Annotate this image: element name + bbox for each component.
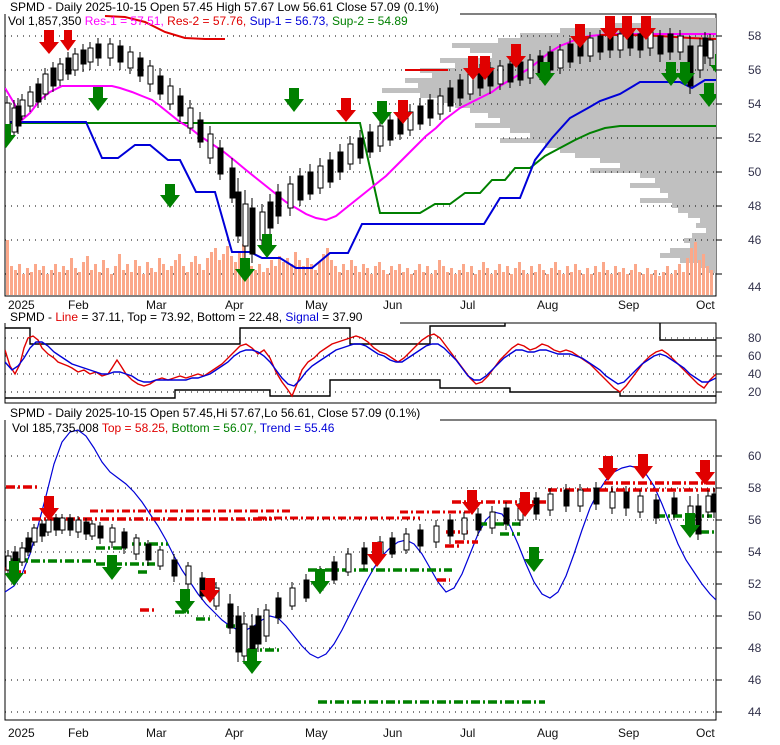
price-title-text: SPMD - Daily 2025-10-15 Open 57.45 High … xyxy=(10,0,439,14)
price-x-tick: Aug xyxy=(537,298,559,312)
trend-x-tick: Jun xyxy=(383,726,403,740)
sup1-line xyxy=(5,79,716,269)
sell-signal-arrows xyxy=(39,16,656,124)
oscillator-axis-ticks xyxy=(716,337,722,393)
price-y-tick: 50 xyxy=(748,165,762,179)
trend-x-tick: May xyxy=(305,726,328,740)
trend-y-tick: 50 xyxy=(748,609,762,623)
trend-y-tick: 44 xyxy=(748,705,762,719)
trend-top-levels-2 xyxy=(90,509,470,520)
trend-x-tick: Feb xyxy=(68,726,89,740)
price-y-tick: 44 xyxy=(748,280,762,294)
oscillator-top-band xyxy=(5,323,716,345)
osc-y-tick: 60 xyxy=(748,349,762,363)
price-y-tick: 58 xyxy=(748,29,762,43)
price-x-tick: Mar xyxy=(146,298,167,312)
trend-border xyxy=(4,419,717,721)
trend-y-tick: 56 xyxy=(748,513,762,527)
price-x-tick: Jun xyxy=(383,298,403,312)
volume-bars xyxy=(6,240,713,295)
trend-y-tick: 48 xyxy=(748,641,762,655)
sup1-legend: Sup-1 = 56.73, xyxy=(249,14,329,28)
oscillator-bottom-band xyxy=(5,379,716,399)
osc-line-legend: Line xyxy=(55,310,79,324)
trend-x-tick: 2025 xyxy=(8,726,35,740)
trend-y-tick: 46 xyxy=(748,673,762,687)
price-y-tick: 52 xyxy=(748,131,762,145)
trend-sell-arrows xyxy=(39,454,715,603)
trend-x-tick: Oct xyxy=(696,726,715,740)
trend-x-tick: Apr xyxy=(225,726,244,740)
price-x-tick: 2025 xyxy=(8,298,35,312)
price-y-tick: 56 xyxy=(748,63,762,77)
oscillator-canvas xyxy=(4,322,722,404)
osc-top-legend: Top = 73.92, Bottom = 22.48, xyxy=(127,310,286,324)
price-panel: SPMD - Daily 2025-10-15 Open 57.45 High … xyxy=(0,1,776,298)
trend-volume-label: Vol 185,735,008 xyxy=(12,421,99,435)
trend-x-tick: Sep xyxy=(618,726,640,740)
price-x-tick: Oct xyxy=(696,298,715,312)
trend-y-tick: 60 xyxy=(748,449,762,463)
oscillator-border xyxy=(4,322,717,404)
trend-y-tick: 52 xyxy=(748,577,762,591)
trend-x-tick: Mar xyxy=(146,726,167,740)
price-panel-subtitle: Vol 1,857,350 Res-1 = 57.51, Res-2 = 57.… xyxy=(8,15,408,28)
oscillator-panel: SPMD - Line = 37.11, Top = 73.92, Bottom… xyxy=(0,311,776,406)
price-x-tick: Apr xyxy=(225,298,244,312)
oscillator-signal xyxy=(5,341,716,387)
price-x-tick: May xyxy=(305,298,328,312)
trend-buy-arrows xyxy=(5,513,700,674)
res2-legend: Res-2 = 57.76, xyxy=(167,14,247,28)
price-panel-title: SPMD - Daily 2025-10-15 Open 57.45 High … xyxy=(8,1,441,14)
osc-y-tick: 20 xyxy=(748,385,762,399)
buy-signal-arrows xyxy=(5,54,716,282)
oscillator-line xyxy=(5,333,716,398)
trend-panel-title: SPMD - Daily 2025-10-15 Open 57.45,Hi 57… xyxy=(8,406,423,420)
price-panel-border xyxy=(4,13,717,297)
price-axis-ticks xyxy=(716,35,722,275)
trend-candlesticks xyxy=(5,482,716,669)
price-volume-label: Vol 1,857,350 xyxy=(8,14,82,28)
price-x-tick: Sep xyxy=(618,298,640,312)
res1-legend: Res-1 = 57.51, xyxy=(84,14,164,28)
trend-panel-subtitle: Vol 185,735,008 Top = 58.25, Bottom = 56… xyxy=(12,422,334,435)
trend-y-tick: 54 xyxy=(748,545,762,559)
price-panel-canvas xyxy=(4,13,722,297)
osc-signal-legend: Signal xyxy=(285,310,319,324)
trend-title-text: SPMD - Daily 2025-10-15 Open 57.45,Hi 57… xyxy=(10,406,421,420)
trend-bottom-legend: Bottom = 56.07, xyxy=(171,421,257,435)
price-x-tick: Jul xyxy=(460,298,476,312)
sup2-legend: Sup-2 = 54.89 xyxy=(331,14,408,28)
trend-trend-legend: Trend = 55.46 xyxy=(259,421,335,435)
oscillator-symbol: SPMD - xyxy=(10,310,56,324)
trend-top-legend: Top = 58.25, xyxy=(101,421,169,435)
price-y-tick: 48 xyxy=(748,199,762,213)
oscillator-panel-title: SPMD - Line = 37.11, Top = 73.92, Bottom… xyxy=(8,310,365,324)
trend-x-tick: Aug xyxy=(537,726,559,740)
price-y-tick: 46 xyxy=(748,233,762,247)
osc-y-tick: 80 xyxy=(748,331,762,345)
osc-y-tick: 40 xyxy=(748,367,762,381)
osc-line-value: = 37.11, xyxy=(78,310,128,324)
trend-x-tick: Jul xyxy=(460,726,476,740)
trend-panel: SPMD - Daily 2025-10-15 Open 57.45,Hi 57… xyxy=(0,407,776,724)
volume-by-price-profile xyxy=(382,18,716,273)
price-y-tick: 54 xyxy=(748,97,762,111)
trend-y-tick: 58 xyxy=(748,481,762,495)
trend-gridlines xyxy=(5,455,716,713)
sup2-line xyxy=(5,122,716,214)
trend-canvas xyxy=(4,419,722,721)
price-x-tick: Feb xyxy=(68,298,89,312)
osc-signal-value: = 37.90 xyxy=(318,310,363,324)
trend-axis-ticks xyxy=(716,455,722,713)
